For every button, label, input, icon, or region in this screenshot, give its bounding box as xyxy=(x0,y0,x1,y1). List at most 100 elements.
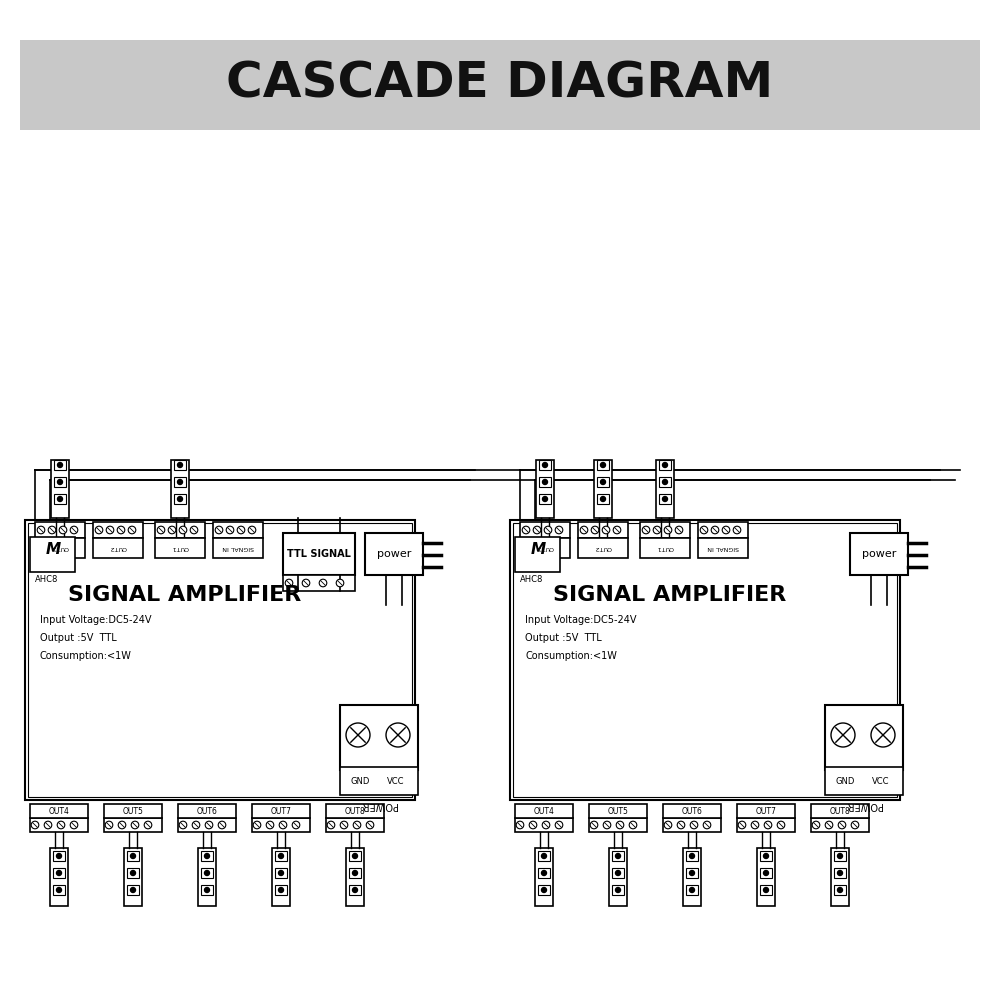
Circle shape xyxy=(591,526,599,534)
Bar xyxy=(213,538,263,558)
Bar xyxy=(127,868,139,878)
Text: OUT5: OUT5 xyxy=(123,806,143,816)
Bar xyxy=(51,460,69,518)
Circle shape xyxy=(366,821,374,829)
Text: OUT1: OUT1 xyxy=(656,546,674,550)
Circle shape xyxy=(105,821,113,829)
Text: OUT1: OUT1 xyxy=(171,546,189,550)
Bar xyxy=(539,477,551,487)
Circle shape xyxy=(616,888,620,892)
Circle shape xyxy=(542,462,548,468)
Bar xyxy=(825,705,903,770)
Text: SIGNAL AMPLIFIER: SIGNAL AMPLIFIER xyxy=(553,585,787,605)
Circle shape xyxy=(516,821,524,829)
Text: M: M xyxy=(530,542,546,558)
Circle shape xyxy=(838,821,846,829)
Circle shape xyxy=(340,821,348,829)
Text: OUT6: OUT6 xyxy=(682,806,702,816)
Text: OUT3: OUT3 xyxy=(536,546,554,550)
Circle shape xyxy=(215,526,223,534)
Text: OUT2: OUT2 xyxy=(109,546,127,550)
Circle shape xyxy=(352,870,358,876)
Bar xyxy=(659,460,671,470)
Circle shape xyxy=(703,821,711,829)
Circle shape xyxy=(580,526,588,534)
Circle shape xyxy=(664,821,672,829)
Bar xyxy=(340,767,418,795)
Circle shape xyxy=(812,821,820,829)
Bar xyxy=(275,885,287,895)
Circle shape xyxy=(319,579,327,587)
Text: SIGNAL IN: SIGNAL IN xyxy=(222,546,254,550)
Circle shape xyxy=(700,526,708,534)
Text: OUT7: OUT7 xyxy=(271,806,291,816)
Circle shape xyxy=(662,480,668,485)
Circle shape xyxy=(179,821,187,829)
Bar xyxy=(93,522,143,538)
Bar xyxy=(349,851,361,861)
Circle shape xyxy=(336,579,344,587)
Bar xyxy=(54,477,66,487)
Bar xyxy=(201,885,213,895)
Text: OUT7: OUT7 xyxy=(756,806,776,816)
Bar xyxy=(825,767,903,795)
Text: SIGNAL IN: SIGNAL IN xyxy=(707,546,739,550)
Bar xyxy=(640,522,690,538)
Circle shape xyxy=(266,821,274,829)
Bar xyxy=(640,538,690,558)
Bar xyxy=(35,522,85,538)
Circle shape xyxy=(542,854,546,858)
Bar xyxy=(834,885,846,895)
Bar xyxy=(28,523,412,797)
Text: AHC8: AHC8 xyxy=(35,575,58,584)
Circle shape xyxy=(285,579,293,587)
Circle shape xyxy=(838,870,842,876)
Bar xyxy=(53,851,65,861)
Circle shape xyxy=(764,854,768,858)
Circle shape xyxy=(226,526,234,534)
Text: Consumption:<1W: Consumption:<1W xyxy=(525,651,617,661)
Bar xyxy=(612,851,624,861)
Bar xyxy=(597,494,609,504)
Circle shape xyxy=(690,854,694,858)
Circle shape xyxy=(616,821,624,829)
Bar xyxy=(515,537,560,572)
Circle shape xyxy=(662,496,668,502)
Bar xyxy=(30,537,75,572)
Bar xyxy=(578,538,628,558)
Bar xyxy=(589,818,647,832)
Circle shape xyxy=(130,888,136,892)
Circle shape xyxy=(764,870,768,876)
Circle shape xyxy=(218,821,226,829)
Circle shape xyxy=(131,821,139,829)
Circle shape xyxy=(179,526,187,534)
Bar xyxy=(54,494,66,504)
Bar xyxy=(659,494,671,504)
Circle shape xyxy=(838,854,842,858)
Bar xyxy=(597,477,609,487)
Bar xyxy=(127,851,139,861)
Bar xyxy=(578,522,628,538)
Bar xyxy=(272,848,290,906)
Circle shape xyxy=(777,821,785,829)
Circle shape xyxy=(616,870,620,876)
Bar xyxy=(811,804,869,818)
Text: TTL SIGNAL: TTL SIGNAL xyxy=(287,549,351,559)
Bar xyxy=(252,804,310,818)
Bar xyxy=(538,851,550,861)
Circle shape xyxy=(292,821,300,829)
Bar xyxy=(124,848,142,906)
Circle shape xyxy=(653,526,661,534)
Circle shape xyxy=(629,821,637,829)
Circle shape xyxy=(205,870,210,876)
Bar xyxy=(349,885,361,895)
Bar xyxy=(760,868,772,878)
Circle shape xyxy=(130,870,136,876)
Bar xyxy=(174,477,186,487)
Bar xyxy=(283,575,355,591)
Bar xyxy=(698,522,748,538)
Bar xyxy=(30,818,88,832)
Bar xyxy=(594,460,612,518)
Circle shape xyxy=(57,821,65,829)
Circle shape xyxy=(590,821,598,829)
